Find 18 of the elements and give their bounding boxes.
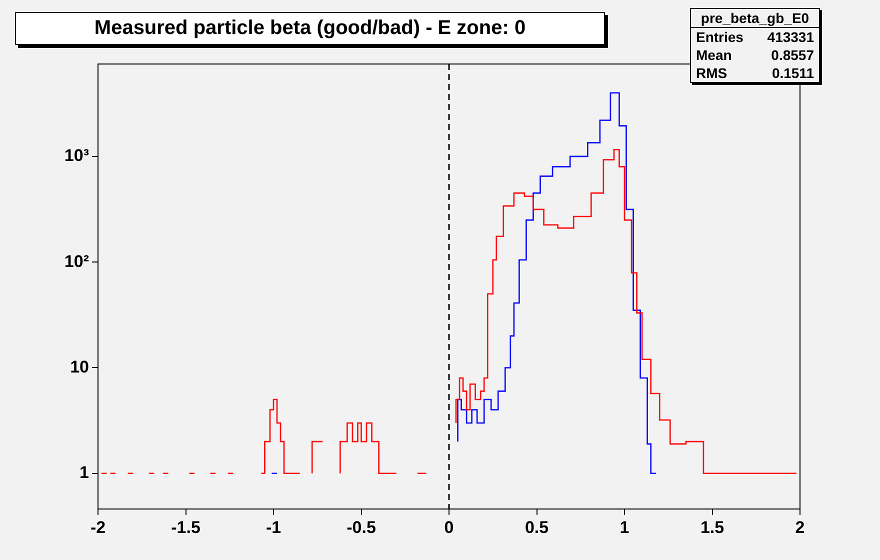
- chart-title: Measured particle beta (good/bad) - E zone: 0: [15, 12, 605, 45]
- x-tick-label: -2: [90, 518, 106, 537]
- x-tick-label: 1: [620, 518, 630, 537]
- text: pre_beta_gb_E0: [691, 9, 819, 28]
- x-tick-label: 0.5: [524, 518, 549, 537]
- x-tick-label: 2: [795, 518, 805, 537]
- x-tick-label: -0.5: [346, 518, 376, 537]
- text: Mean 0.8557: [696, 47, 814, 63]
- x-tick-label: 1.5: [700, 518, 724, 537]
- x-tick-label: -1: [266, 518, 282, 537]
- y-tick-label: 10³: [64, 146, 90, 166]
- x-tick-label: -1.5: [171, 518, 200, 537]
- y-tick-label: 1: [80, 463, 89, 482]
- y-tick-label: 10: [70, 357, 89, 376]
- text: RMS 0.1511: [696, 65, 814, 81]
- text: Entries 413331: [696, 29, 814, 45]
- x-tick-label: 0: [444, 518, 454, 537]
- y-tick-label: 10²: [64, 252, 90, 271]
